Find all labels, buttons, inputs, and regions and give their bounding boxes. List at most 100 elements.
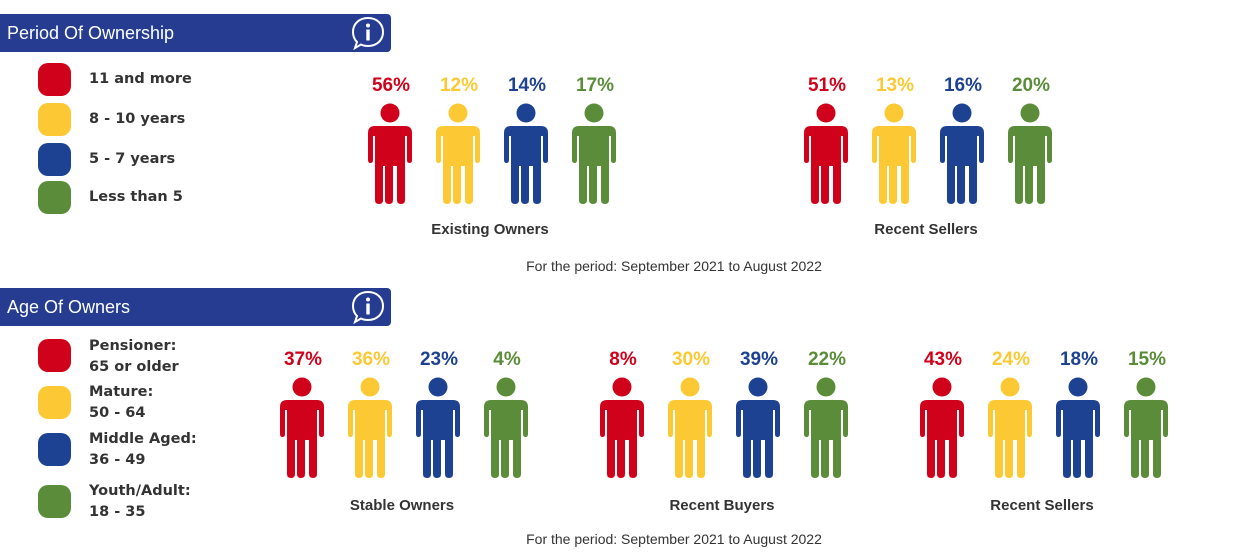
legend-item: Mature: 50 - 64	[38, 384, 238, 430]
legend-swatch-green	[38, 485, 71, 518]
percent-label: 20%	[1011, 75, 1051, 96]
person-icon	[434, 103, 482, 210]
ownership-header: Period Of Ownership	[0, 14, 391, 52]
person-icon	[414, 377, 462, 484]
person-icon	[802, 103, 850, 210]
percent-label: 4%	[493, 349, 521, 370]
legend-sublabel: 50 - 64	[89, 405, 146, 421]
person-green: 20%	[1006, 75, 1056, 215]
person-red: 51%	[802, 75, 852, 215]
person-yellow: 24%	[986, 349, 1036, 489]
person-yellow: 36%	[346, 349, 396, 489]
person-green: 15%	[1122, 349, 1172, 489]
person-icon	[598, 377, 646, 484]
group-label: Stable Owners	[349, 497, 455, 514]
pictogram-group: 43% 24% 18% 15% Recent Sellers	[918, 349, 1178, 519]
person-green: 17%	[570, 75, 620, 215]
legend-item: Less than 5	[38, 181, 238, 215]
person-icon	[870, 103, 918, 210]
person-icon	[278, 377, 326, 484]
person-icon	[502, 103, 550, 210]
person-green: 22%	[802, 349, 852, 489]
person-red: 43%	[918, 349, 968, 489]
person-icon	[482, 377, 530, 484]
person-blue: 39%	[734, 349, 784, 489]
pictogram-group: 56% 12% 14% 17% Existing Owners	[366, 75, 626, 245]
legend-sublabel: 18 - 35	[89, 504, 146, 520]
percent-label: 36%	[351, 349, 391, 370]
person-red: 37%	[278, 349, 328, 489]
legend-label: 8 - 10 years	[89, 111, 186, 127]
percent-label: 16%	[943, 75, 983, 96]
percent-label: 18%	[1059, 349, 1099, 370]
percent-label: 24%	[991, 349, 1031, 370]
legend-swatch-red	[38, 339, 71, 372]
age-header: Age Of Owners	[0, 288, 391, 326]
person-red: 8%	[598, 349, 648, 489]
group-label: Recent Sellers	[990, 497, 1094, 514]
percent-label: 13%	[875, 75, 915, 96]
person-icon	[938, 103, 986, 210]
legend-label: 11 and more	[89, 71, 192, 87]
percent-label: 17%	[575, 75, 615, 96]
legend-item: 8 - 10 years	[38, 103, 238, 137]
legend-item: Middle Aged: 36 - 49	[38, 431, 238, 477]
person-yellow: 13%	[870, 75, 920, 215]
ownership-period-note: For the period: September 2021 to August…	[526, 258, 822, 274]
legend-swatch-red	[38, 63, 71, 96]
percent-label: 23%	[419, 349, 459, 370]
legend-swatch-yellow	[38, 103, 71, 136]
legend-label: Mature:	[89, 384, 154, 400]
legend-item: 5 - 7 years	[38, 143, 238, 177]
percent-label: 8%	[609, 349, 637, 370]
legend-label: Less than 5	[89, 189, 183, 205]
person-blue: 23%	[414, 349, 464, 489]
legend-label: Middle Aged:	[89, 431, 197, 447]
legend-swatch-green	[38, 181, 71, 214]
person-icon	[918, 377, 966, 484]
person-icon	[1006, 103, 1054, 210]
percent-label: 56%	[371, 75, 411, 96]
legend-item: Youth/Adult: 18 - 35	[38, 483, 238, 529]
person-icon	[986, 377, 1034, 484]
legend-swatch-blue	[38, 143, 71, 176]
person-icon	[1122, 377, 1170, 484]
legend-label: 5 - 7 years	[89, 151, 176, 167]
person-icon	[346, 377, 394, 484]
person-icon	[366, 103, 414, 210]
ownership-title: Period Of Ownership	[7, 23, 175, 43]
legend-item: 11 and more	[38, 63, 238, 97]
person-icon	[1054, 377, 1102, 484]
person-green: 4%	[482, 349, 532, 489]
group-label: Existing Owners	[431, 221, 549, 238]
group-label: Recent Buyers	[669, 497, 775, 514]
group-label: Recent Sellers	[874, 221, 978, 238]
percent-label: 39%	[739, 349, 779, 370]
person-yellow: 12%	[434, 75, 484, 215]
info-icon[interactable]	[350, 16, 386, 50]
person-icon	[802, 377, 850, 484]
info-icon[interactable]	[350, 290, 386, 324]
pictogram-group: 51% 13% 16% 20% Recent Sellers	[802, 75, 1062, 245]
percent-label: 51%	[807, 75, 847, 96]
person-blue: 16%	[938, 75, 988, 215]
person-icon	[666, 377, 714, 484]
legend-swatch-blue	[38, 433, 71, 466]
percent-label: 12%	[439, 75, 479, 96]
person-icon	[570, 103, 618, 210]
age-period-note: For the period: September 2021 to August…	[526, 531, 822, 547]
legend-label: Youth/Adult:	[89, 483, 191, 499]
percent-label: 30%	[671, 349, 711, 370]
pictogram-group: 8% 30% 39% 22% Recent Buyers	[598, 349, 858, 519]
age-title: Age Of Owners	[7, 297, 131, 317]
percent-label: 15%	[1127, 349, 1167, 370]
person-blue: 14%	[502, 75, 552, 215]
legend-sublabel: 36 - 49	[89, 452, 146, 468]
person-icon	[734, 377, 782, 484]
legend-sublabel: 65 or older	[89, 359, 179, 375]
percent-label: 37%	[283, 349, 323, 370]
pictogram-group: 37% 36% 23% 4% Stable Owners	[278, 349, 538, 519]
person-blue: 18%	[1054, 349, 1104, 489]
percent-label: 22%	[807, 349, 847, 370]
legend-swatch-yellow	[38, 386, 71, 419]
